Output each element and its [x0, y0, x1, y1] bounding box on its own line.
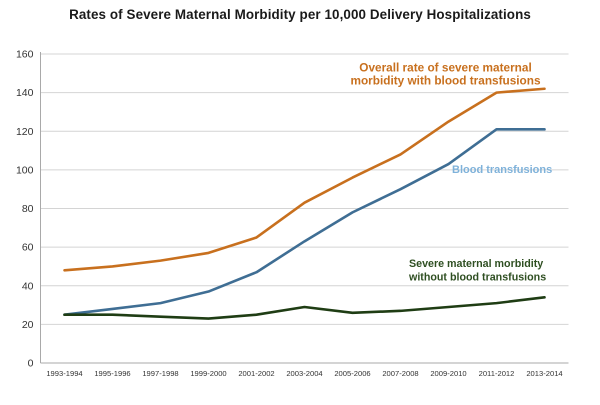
svg-text:Overall rate of severe materna: Overall rate of severe maternal: [359, 61, 531, 75]
svg-text:160: 160: [16, 49, 34, 61]
svg-text:2013-2014: 2013-2014: [526, 369, 562, 378]
svg-text:Severe maternal morbidity: Severe maternal morbidity: [409, 258, 543, 270]
svg-text:20: 20: [22, 319, 34, 331]
svg-text:60: 60: [22, 242, 34, 254]
svg-text:2009-2010: 2009-2010: [430, 369, 466, 378]
svg-text:Blood transfusions: Blood transfusions: [452, 164, 552, 176]
svg-text:2003-2004: 2003-2004: [286, 369, 322, 378]
svg-text:morbidity with blood transfusi: morbidity with blood transfusions: [350, 74, 540, 88]
svg-text:100: 100: [16, 164, 34, 176]
svg-text:2007-2008: 2007-2008: [382, 369, 418, 378]
svg-text:1999-2000: 1999-2000: [190, 369, 226, 378]
svg-text:0: 0: [28, 358, 34, 370]
svg-text:1993-1994: 1993-1994: [46, 369, 82, 378]
svg-text:2001-2002: 2001-2002: [238, 369, 274, 378]
svg-text:2011-2012: 2011-2012: [479, 369, 515, 378]
svg-text:40: 40: [22, 280, 34, 292]
svg-text:without blood transfusions: without blood transfusions: [408, 272, 546, 284]
svg-text:1995-1996: 1995-1996: [94, 369, 130, 378]
svg-text:140: 140: [16, 87, 34, 99]
svg-text:2005-2006: 2005-2006: [334, 369, 370, 378]
svg-text:80: 80: [22, 203, 34, 215]
svg-text:120: 120: [16, 126, 34, 138]
svg-text:1997-1998: 1997-1998: [142, 369, 178, 378]
